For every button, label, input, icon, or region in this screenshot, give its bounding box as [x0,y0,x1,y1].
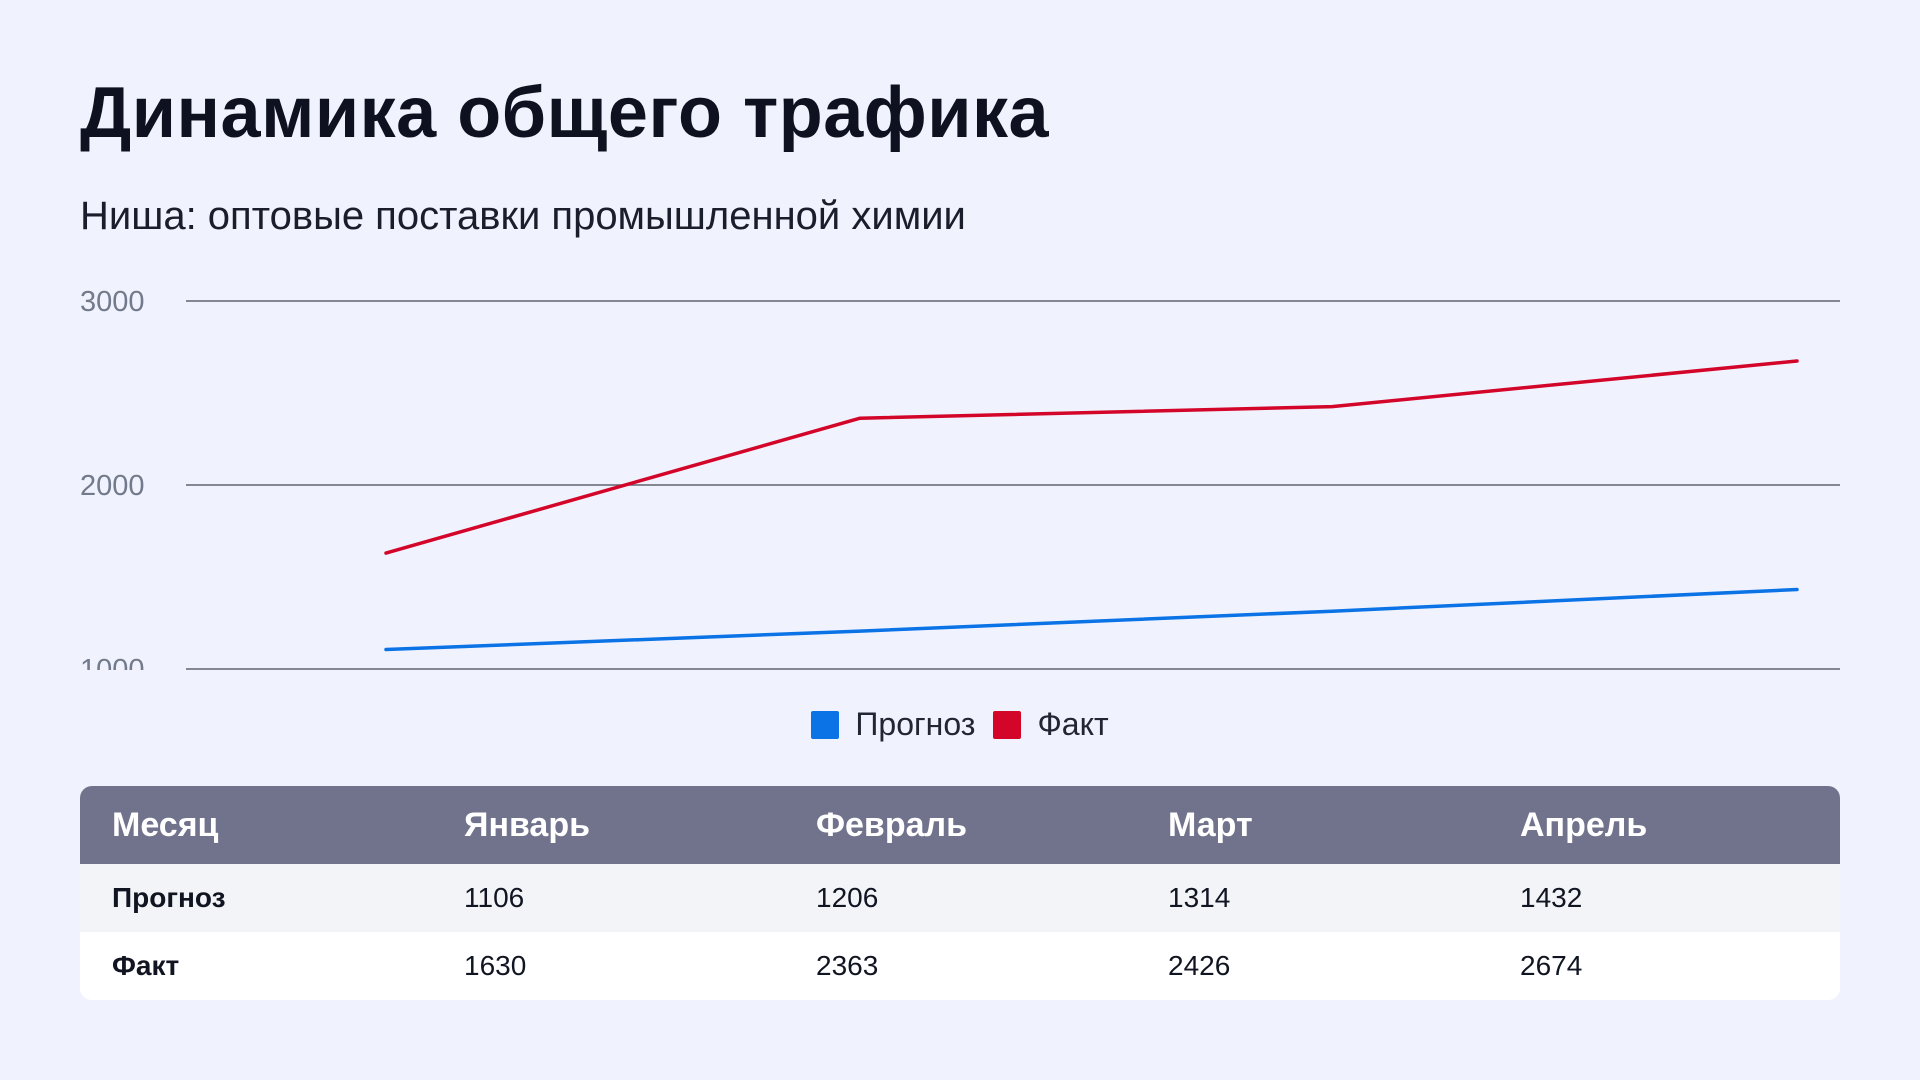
table-row: Прогноз 1106 1206 1314 1432 [80,864,1840,932]
series-line-forecast [384,587,1799,652]
table-cell: 2674 [1520,950,1583,981]
table-row: Факт 1630 2363 2426 2674 [80,932,1840,1000]
legend-swatch-actual [993,710,1022,739]
series-line-actual [384,359,1799,555]
legend-label-actual: Факт [1037,706,1109,742]
table-header-cell: Апрель [1520,805,1648,844]
y-tick-label: 1000 [80,654,145,670]
legend-label-forecast: Прогноз [855,706,976,742]
table-header-cell: Месяц [112,805,219,844]
table-header-row: Месяц Январь Февраль Март Апрель [80,786,1840,864]
table-header-cell: Январь [464,805,591,844]
chart-legend: Прогноз Факт [0,706,1920,743]
table-header-cell: Март [1168,805,1253,844]
table-cell: 2363 [816,950,879,981]
legend-item-forecast: Прогноз [811,706,975,743]
page-title: Динамика общего трафика [80,73,1050,153]
table-cell: 2426 [1168,950,1231,981]
y-tick-label: 2000 [80,470,145,502]
table-header-cell: Февраль [816,805,968,844]
table-cell: 1432 [1520,882,1583,913]
table-cell: 1106 [464,882,525,913]
table-cell: 1314 [1168,882,1231,913]
legend-swatch-forecast [811,710,840,739]
table-cell: 1630 [464,950,527,981]
page-subtitle: Ниша: оптовые поставки промышленной хими… [80,194,966,238]
data-table: Месяц Январь Февраль Март Апрель Прогноз… [80,786,1840,1000]
table-row-label: Прогноз [112,882,226,913]
table-row-label: Факт [112,950,180,981]
table-cell: 1206 [816,882,879,913]
y-tick-label: 3000 [80,286,145,318]
line-chart: 1000 2000 3000 [80,286,1840,670]
legend-item-actual: Факт [993,706,1109,743]
